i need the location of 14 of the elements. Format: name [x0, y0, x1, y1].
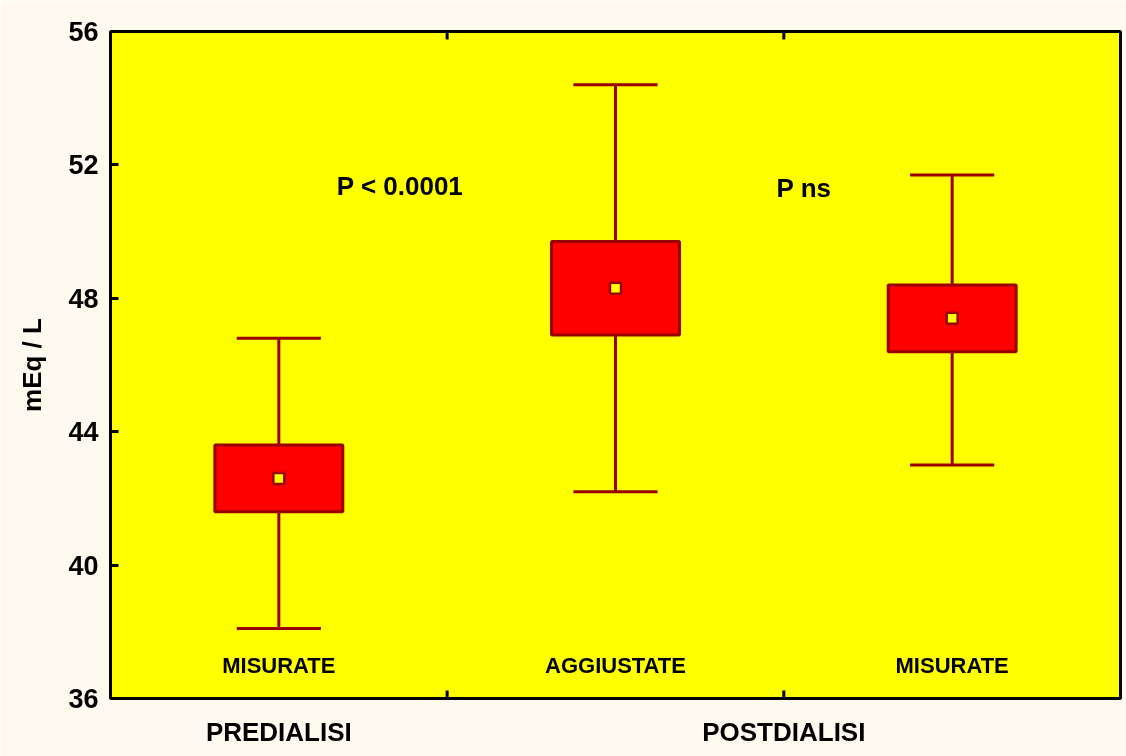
- x-tick-label: MISURATE: [895, 652, 1009, 678]
- y-tick-label: 36: [68, 684, 99, 714]
- text: POSTDIALISI: [702, 716, 866, 747]
- annotation: P < 0.0001: [336, 171, 463, 202]
- text: PREDIALISI: [205, 716, 352, 747]
- y-tick-label: 44: [68, 417, 99, 448]
- y-tick-label: 40: [68, 550, 99, 581]
- annotation: P ns: [776, 173, 832, 204]
- x-tick-label: MISURATE: [222, 652, 336, 678]
- y-axis-title: mEq / L: [17, 317, 48, 412]
- y-tick-label: 48: [68, 283, 99, 314]
- x-tick-label: AGGIUSTATE: [545, 652, 686, 678]
- y-tick-label: 52: [68, 150, 99, 181]
- y-tick-label: 56: [68, 17, 99, 47]
